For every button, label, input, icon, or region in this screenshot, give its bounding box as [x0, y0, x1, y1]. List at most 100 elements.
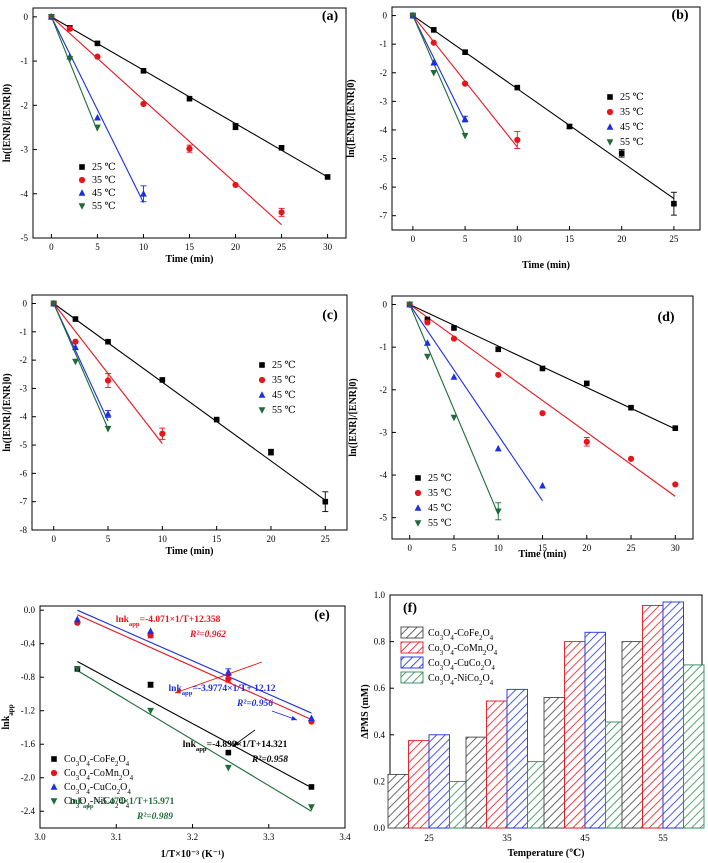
- fit-equation: lnkapp=-4.899×1/T+14.321: [183, 740, 288, 753]
- x-tick-label: 15: [538, 543, 548, 553]
- data-point: [430, 27, 437, 33]
- data-point: [72, 358, 79, 366]
- legend-label: 45 ℃: [428, 503, 452, 514]
- legend-marker: [259, 362, 265, 368]
- legend-label: 55 ℃: [620, 137, 644, 148]
- x-tick-label: 20: [231, 242, 241, 252]
- data-point: [186, 95, 193, 102]
- legend-label: Co3O4-CuCo2O4: [428, 658, 495, 672]
- legend-label: 55 ℃: [272, 405, 296, 416]
- y-tick-label: -0.4: [21, 639, 36, 649]
- data-point: [72, 316, 79, 322]
- y-tick-label: 1.0: [374, 590, 386, 600]
- x-tick-label: 0: [411, 234, 416, 244]
- x-tick-label: 30: [323, 242, 333, 252]
- data-point: [140, 189, 147, 197]
- legend-label: 25 ℃: [428, 473, 452, 484]
- data-point: [147, 707, 154, 715]
- data-point: [430, 69, 438, 77]
- data-point: [461, 132, 469, 140]
- y-tick-label: 0.0: [24, 605, 36, 615]
- data-point: [104, 410, 112, 417]
- legend-label: 35 ℃: [428, 488, 452, 499]
- legend-swatch: [400, 626, 424, 639]
- data-point: [424, 353, 431, 361]
- bar: [465, 736, 487, 829]
- x-tick-label: 10: [158, 534, 168, 544]
- data-point: [627, 455, 635, 462]
- y-tick-label: -1: [380, 342, 388, 352]
- panel-label: (d): [657, 310, 674, 325]
- data-point: [105, 338, 111, 345]
- legend-label: Co3O4-CoMn2O4: [428, 643, 498, 657]
- legend-label: 55 ℃: [428, 518, 452, 529]
- y-tick-label: -4: [21, 189, 29, 199]
- legend-marker: [607, 94, 613, 100]
- legend-marker: [606, 108, 614, 116]
- data-point: [94, 113, 101, 121]
- legend-label: 35 ℃: [620, 107, 644, 118]
- x-axis-label: Time (min): [519, 549, 567, 560]
- bar: [683, 664, 705, 829]
- panel-1: 0 5 10 15 20 25 -7 -6 -5 -4 -3 -2 -1 0 25 ℃ 35 ℃ 45 ℃ 55 …: [346, 6, 701, 271]
- x-tick-label: 3.2: [187, 832, 198, 842]
- legend-marker: [258, 391, 266, 398]
- data-point: [225, 749, 232, 756]
- data-point: [451, 325, 457, 331]
- annotation-arrowhead: [233, 740, 239, 746]
- data-point: [618, 150, 625, 157]
- x-tick-label: 5: [452, 543, 457, 553]
- data-point: [424, 319, 431, 326]
- data-point: [583, 438, 590, 445]
- fit-line: [53, 303, 326, 501]
- x-axis-label: Time (min): [166, 254, 214, 265]
- x-tick-label: 3.4: [339, 832, 351, 842]
- fit-line: [409, 304, 676, 497]
- data-point: [539, 365, 546, 372]
- y-tick-label: -3: [380, 96, 388, 106]
- data-point: [308, 714, 315, 722]
- x-tick-label: 3.0: [34, 832, 46, 842]
- y-tick-label: -3: [380, 427, 388, 437]
- y-tick-label: -1: [380, 39, 388, 49]
- x-tick-label: 20: [266, 534, 276, 544]
- data-point: [159, 377, 166, 383]
- fit-line: [51, 16, 282, 226]
- data-point: [539, 410, 546, 417]
- bar: [387, 773, 409, 829]
- legend-marker: [414, 520, 422, 527]
- data-point: [104, 377, 112, 384]
- y-tick-label: 0: [23, 298, 28, 308]
- data-point: [462, 49, 468, 55]
- data-point: [583, 380, 590, 387]
- y-tick-label: 0: [383, 300, 388, 310]
- data-point: [494, 444, 502, 452]
- fit-line: [77, 670, 312, 812]
- data-point: [566, 123, 573, 130]
- fit-equation: lnkapp=-5.474×1/T+15.971: [70, 797, 175, 810]
- panel-label: (e): [314, 608, 330, 623]
- data-point: [308, 804, 315, 811]
- y-tick-label: -2: [380, 68, 388, 78]
- y-axis-label: ln([ENR]/[ENR]0): [2, 373, 13, 451]
- data-point: [94, 40, 101, 47]
- legend-marker: [79, 164, 85, 170]
- x-axis-label: Temperature (℃): [508, 848, 585, 859]
- legend-label: 25 ℃: [92, 162, 116, 173]
- legend-label: 55 ℃: [92, 201, 116, 212]
- data-point: [147, 627, 154, 634]
- fit-line: [53, 303, 109, 429]
- legend-marker: [78, 176, 86, 184]
- legend-marker: [78, 189, 86, 196]
- y-tick-label: -4: [380, 470, 388, 480]
- fit-line: [412, 15, 466, 122]
- x-tick-label: 25: [627, 543, 637, 553]
- data-point: [308, 784, 315, 790]
- legend-marker: [50, 769, 58, 777]
- data-point: [539, 481, 546, 489]
- data-point: [672, 425, 679, 431]
- x-axis-label: Time (min): [166, 546, 214, 557]
- data-point: [424, 339, 431, 346]
- data-point: [461, 80, 469, 87]
- panel-3: 0 5 10 15 20 25 30 -5 -4 -3 -2 -1 0 25 ℃ 35 ℃ 45 ℃ 55 ℃ (…: [348, 295, 694, 560]
